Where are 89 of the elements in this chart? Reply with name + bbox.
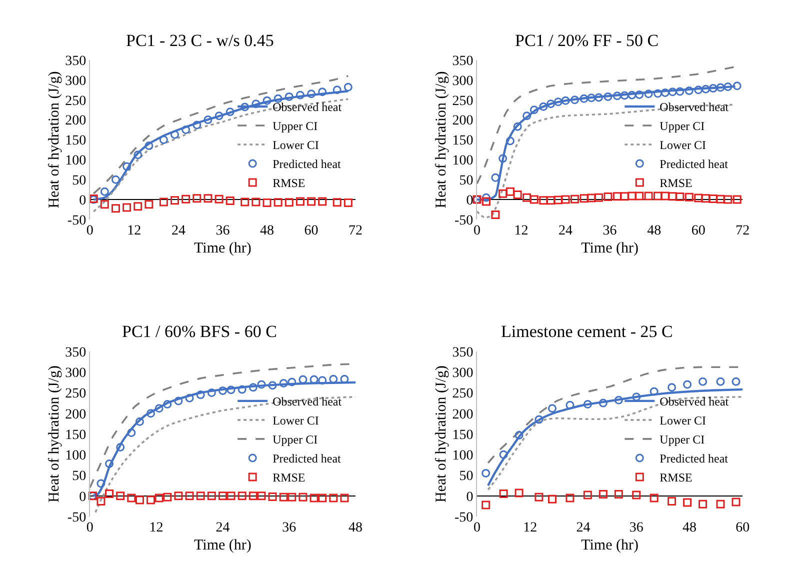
y-tick-label: 200 [452, 407, 474, 422]
y-tick-label: 0 [466, 193, 474, 208]
y-tick-label: 100 [65, 448, 86, 464]
y-tick-label: -50 [454, 213, 474, 228]
chart-title: PC1 / 60% BFS - 60 C [122, 322, 277, 341]
x-tick-label: 36 [216, 224, 230, 238]
y-tick-label: 350 [452, 345, 474, 360]
y-tick-label: 300 [65, 366, 86, 382]
y-tick-label: 50 [72, 174, 86, 189]
y-tick-label: 350 [452, 54, 474, 69]
y-tick-label: 0 [466, 490, 474, 505]
y-tick-label: 300 [452, 74, 474, 89]
x-tick-label: 24 [558, 224, 573, 238]
y-tick-label: 50 [459, 469, 474, 484]
y-tick-label: 250 [452, 386, 474, 402]
chart-title: Limestone cement - 25 C [501, 322, 673, 341]
x-tick-label: 36 [282, 520, 296, 536]
legend-label: RMSE [272, 470, 306, 485]
y-tick-label: 100 [452, 448, 474, 464]
y-tick-label: 100 [452, 154, 474, 169]
x-tick-label: 60 [736, 520, 750, 536]
legend-label: Upper CI [660, 119, 705, 134]
legend-label: Lower CI [660, 138, 706, 152]
x-tick-label: 48 [348, 520, 363, 536]
y-tick-label: 250 [65, 386, 86, 402]
y-tick-label: 50 [459, 174, 474, 189]
y-tick-label: 200 [65, 407, 86, 422]
y-tick-label: 150 [452, 134, 474, 149]
y-tick-label: 0 [79, 193, 86, 208]
legend-label: Upper CI [272, 432, 318, 447]
legend-label: Upper CI [660, 432, 705, 447]
y-axis-title: Heat of hydration (J/g) [433, 71, 450, 208]
legend-label: RMSE [660, 176, 692, 190]
y-axis-title: Heat of hydration (J/g) [433, 365, 450, 503]
legend-label: RMSE [272, 176, 306, 190]
x-tick-label: 72 [348, 224, 363, 238]
y-tick-label: 250 [65, 94, 86, 109]
x-tick-label: 12 [514, 224, 528, 238]
y-tick-label: 250 [452, 94, 474, 109]
x-tick-label: 60 [691, 224, 706, 238]
y-axis-title: Heat of hydration (J/g) [46, 71, 62, 208]
y-axis-title: Heat of hydration (J/g) [46, 365, 62, 503]
x-tick-label: 12 [127, 224, 142, 238]
x-tick-label: 48 [260, 224, 274, 238]
legend-label: Lower CI [272, 138, 319, 152]
y-tick-label: 150 [65, 428, 86, 443]
y-tick-label: -50 [67, 213, 86, 228]
y-tick-label: 200 [452, 114, 474, 129]
legend-label: Predicted heat [660, 452, 729, 466]
legend-label: Predicted heat [272, 157, 342, 172]
y-tick-label: 300 [452, 366, 474, 382]
x-axis-title: Time (hr) [581, 240, 639, 256]
y-tick-label: 300 [65, 74, 86, 89]
legend-label: Observed heat [272, 100, 342, 114]
x-axis-title: Time (hr) [194, 538, 252, 554]
x-tick-label: 24 [576, 520, 590, 536]
x-tick-label: 60 [304, 224, 318, 238]
x-tick-label: 72 [736, 224, 750, 238]
x-axis-title: Time (hr) [581, 538, 639, 554]
chart-title: PC1 - 23 C - w/s 0.45 [126, 31, 274, 50]
y-tick-label: 350 [65, 345, 86, 360]
legend-label: Predicted heat [272, 452, 342, 466]
x-tick-label: 48 [682, 520, 697, 536]
legend-label: Observed heat [272, 394, 342, 409]
x-tick-label: 24 [171, 224, 186, 238]
legend-label: Lower CI [272, 414, 319, 428]
chart-title: PC1 / 20% FF - 50 C [515, 31, 659, 50]
y-tick-label: 200 [65, 114, 86, 129]
y-tick-label: 100 [65, 154, 86, 169]
y-tick-label: 350 [65, 54, 86, 69]
y-tick-label: 0 [79, 490, 86, 505]
legend-label: Predicted heat [660, 157, 729, 172]
x-axis-title: Time (hr) [194, 240, 252, 256]
legend-label: Observed heat [660, 394, 730, 409]
x-tick-label: 12 [523, 520, 538, 536]
x-tick-label: 12 [149, 520, 164, 536]
y-tick-label: 50 [72, 469, 86, 484]
legend-label: RMSE [660, 470, 692, 485]
y-tick-label: -50 [67, 510, 86, 526]
x-tick-label: 36 [602, 224, 617, 238]
y-tick-label: 150 [452, 428, 474, 443]
legend-label: Observed heat [660, 100, 730, 114]
x-tick-label: 36 [629, 520, 644, 536]
x-tick-label: 24 [216, 520, 230, 536]
legend-label: Upper CI [272, 119, 318, 134]
x-tick-label: 48 [647, 224, 662, 238]
y-tick-label: -50 [454, 510, 474, 526]
y-tick-label: 150 [65, 134, 86, 149]
legend-label: Lower CI [660, 414, 706, 428]
